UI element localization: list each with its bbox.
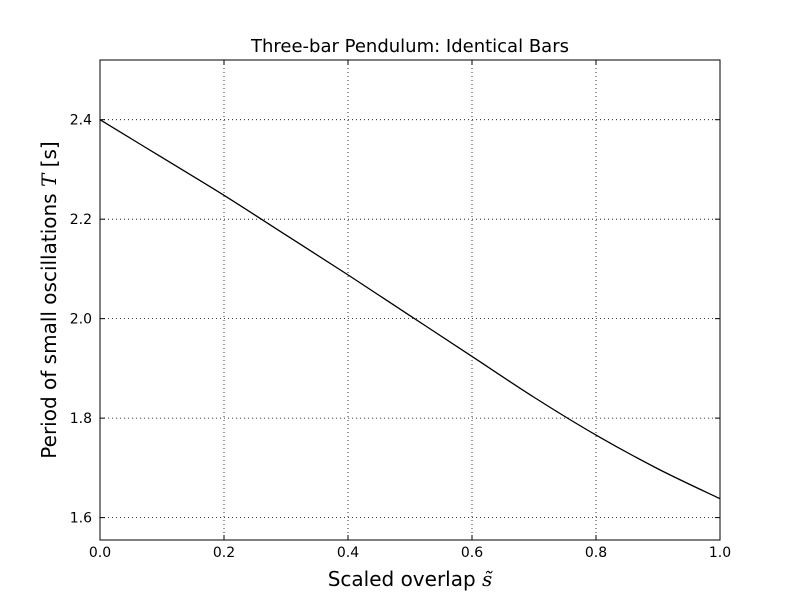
- series-layer: [99, 119, 721, 500]
- y-axis-label: Period of small oscillations T [s]: [37, 141, 61, 458]
- x-tick-label: 0.4: [337, 545, 359, 561]
- plot-frame: [99, 59, 721, 541]
- y-tick-label: 1.6: [70, 511, 92, 527]
- chart-title: Three-bar Pendulum: Identical Bars: [250, 36, 569, 57]
- y-axis-label-suffix: [s]: [37, 141, 61, 173]
- y-tick-label: 2.2: [70, 212, 92, 228]
- x-tick-label: 0.2: [213, 545, 235, 561]
- x-axis-label: Scaled overlap s̃: [328, 567, 494, 591]
- series-line: [99, 119, 721, 500]
- x-tick-label: 0.8: [585, 545, 607, 561]
- x-tick-label: 0.6: [461, 545, 483, 561]
- x-axis-label-symbol: s̃: [482, 567, 493, 591]
- x-tick-label: 0.0: [89, 545, 111, 561]
- y-axis-label-text: Period of small oscillations: [37, 187, 61, 459]
- grid: [100, 60, 720, 540]
- y-tick-label: 1.8: [70, 411, 92, 427]
- ticks: 0.0 0.2 0.4 0.6 0.8 1.0 1.6 1.8 2.0 2.2 2.4: [70, 60, 731, 561]
- y-tick-label: 2.0: [70, 312, 92, 328]
- y-axis-label-symbol: T: [37, 172, 61, 187]
- x-axis-label-text: Scaled overlap: [328, 567, 482, 591]
- x-tick-label: 1.0: [709, 545, 731, 561]
- y-tick-label: 2.4: [70, 113, 92, 129]
